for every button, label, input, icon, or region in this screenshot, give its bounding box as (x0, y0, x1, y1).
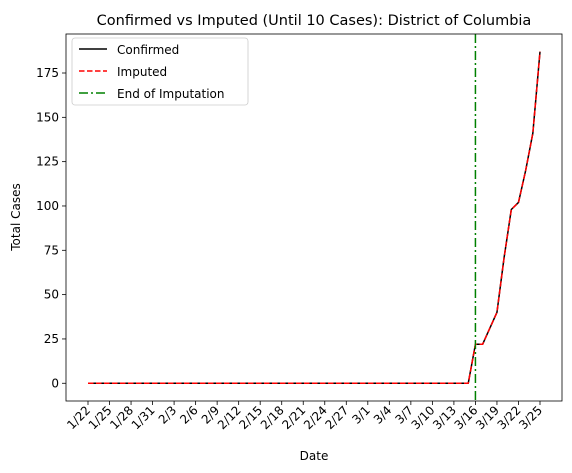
x-tick-label: 2/6 (177, 403, 201, 427)
plot-frame (65, 33, 563, 402)
legend: Confirmed Imputed End of Imputation (71, 37, 249, 106)
x-axis-label: Date (300, 449, 329, 463)
y-axis: 0 25 50 75 100 125 150 175 (36, 66, 66, 390)
x-tick-label: 2/27 (322, 403, 351, 432)
y-tick-label: 175 (36, 66, 59, 80)
x-tick-label: 1/28 (107, 403, 136, 432)
x-tick-label: 1/25 (86, 403, 115, 432)
y-axis-label: Total Cases (9, 183, 23, 251)
x-axis: 1/221/251/281/312/32/62/92/122/152/182/2… (64, 401, 545, 432)
y-tick-label: 100 (36, 199, 59, 213)
x-tick-label: 2/21 (279, 403, 308, 432)
y-tick-label: 75 (44, 243, 59, 257)
x-tick-label: 3/16 (452, 403, 481, 432)
x-tick-label: 3/25 (516, 403, 545, 432)
y-tick-label: 50 (44, 288, 59, 302)
y-tick-label: 125 (36, 155, 59, 169)
x-tick-label: 3/19 (473, 403, 502, 432)
legend-label-confirmed: Confirmed (117, 43, 179, 57)
series-line-imputed (88, 51, 541, 385)
x-tick-label: 3/10 (409, 403, 438, 432)
chart-title: Confirmed vs Imputed (Until 10 Cases): D… (97, 13, 532, 29)
x-tick-label: 3/13 (430, 403, 459, 432)
x-tick-label: 2/12 (215, 403, 244, 432)
x-tick-label: 2/15 (236, 403, 265, 432)
legend-label-end-of-imputation: End of Imputation (117, 87, 225, 101)
x-tick-label: 1/31 (129, 403, 158, 432)
plot-area (65, 33, 563, 402)
y-tick-label: 0 (51, 376, 59, 390)
legend-box (71, 37, 249, 106)
x-tick-label: 3/22 (495, 403, 524, 432)
x-tick-label: 2/24 (301, 403, 330, 432)
x-tick-label: 1/22 (64, 403, 93, 432)
series-layer (88, 51, 541, 385)
x-tick-label: 3/4 (371, 403, 395, 427)
y-tick-label: 25 (44, 332, 59, 346)
x-tick-label: 2/3 (156, 403, 180, 427)
legend-label-imputed: Imputed (117, 65, 167, 79)
x-tick-label: 3/1 (349, 403, 373, 427)
x-tick-label: 2/18 (258, 403, 287, 432)
y-tick-label: 150 (36, 110, 59, 124)
